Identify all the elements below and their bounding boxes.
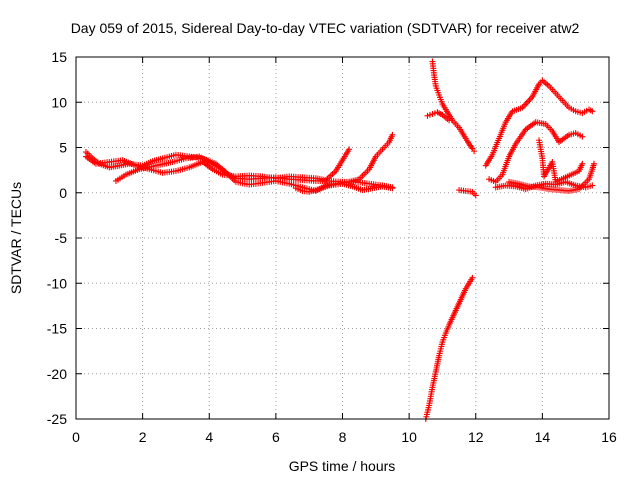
data-point xyxy=(589,182,596,189)
x-tick-label: 4 xyxy=(205,429,213,445)
series-arc-h xyxy=(456,187,479,199)
y-tick-labels: -25 -20 -15 -10 -5 0 5 10 15 xyxy=(47,49,67,427)
y-tick-label: -25 xyxy=(47,411,67,427)
series-arc-i xyxy=(482,77,596,169)
data-point xyxy=(472,192,479,199)
y-tick-label: 5 xyxy=(59,140,67,156)
x-tick-label: 0 xyxy=(72,429,80,445)
x-tick-label: 6 xyxy=(272,429,280,445)
y-tick-label: 10 xyxy=(51,94,67,110)
x-tick-label: 12 xyxy=(468,429,484,445)
x-axis-label: GPS time / hours xyxy=(289,458,396,474)
grid xyxy=(76,57,609,419)
data-point xyxy=(469,274,476,281)
data-point xyxy=(579,160,586,167)
y-tick-label: 15 xyxy=(51,49,67,65)
data-point xyxy=(471,148,478,155)
series-arc-g xyxy=(422,274,476,422)
data-point xyxy=(589,108,596,115)
y-tick-label: -10 xyxy=(47,275,67,291)
series-arc-f xyxy=(424,109,453,124)
chart-title: Day 059 of 2015, Sidereal Day-to-day VTE… xyxy=(71,20,580,36)
series-arc-m xyxy=(536,137,586,185)
plot-frame xyxy=(75,56,610,420)
series-arc-d xyxy=(292,180,396,195)
data-point xyxy=(579,133,586,140)
data-point xyxy=(346,146,353,153)
x-tick-label: 16 xyxy=(601,429,617,445)
y-tick-label: -5 xyxy=(55,230,68,246)
data-point xyxy=(389,185,396,192)
x-tick-label: 8 xyxy=(339,429,347,445)
x-tick-label: 10 xyxy=(401,429,417,445)
x-tick-label: 2 xyxy=(139,429,147,445)
series-arc-j xyxy=(486,119,586,185)
y-tick-label: -15 xyxy=(47,321,67,337)
y-tick-label: -20 xyxy=(47,366,67,382)
y-axis-label: SDTVAR / TECUs xyxy=(8,182,24,294)
x-tick-labels: 0 2 4 6 8 10 12 14 16 xyxy=(72,429,617,445)
x-tick-label: 14 xyxy=(535,429,551,445)
data-point xyxy=(389,131,396,138)
series-arc-e xyxy=(429,58,478,155)
series-arc-l xyxy=(506,160,598,194)
data-points xyxy=(82,58,598,422)
data-point xyxy=(591,160,598,167)
y-tick-label: 0 xyxy=(59,185,67,201)
data-point xyxy=(446,117,453,124)
